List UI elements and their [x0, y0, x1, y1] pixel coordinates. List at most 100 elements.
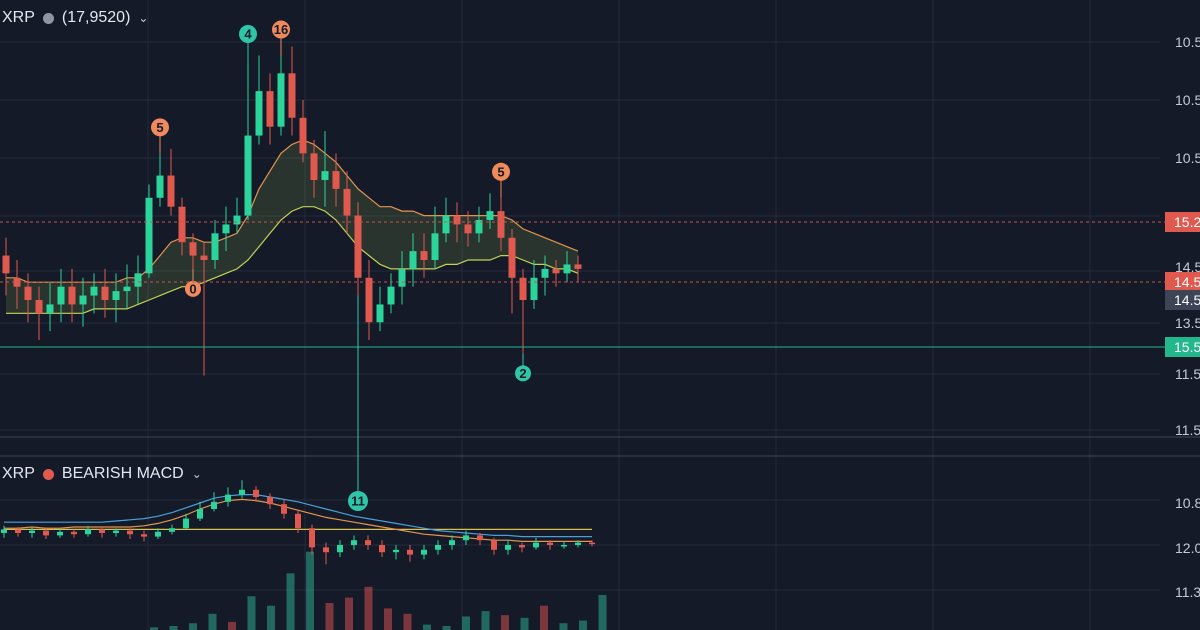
candle-body	[475, 220, 483, 234]
volume-bar	[208, 613, 217, 630]
macd-candle-body	[533, 542, 539, 548]
candle-body	[398, 268, 406, 287]
price-tag: 14.5	[1165, 290, 1200, 310]
candle-body	[46, 304, 54, 314]
price-tag: 15.5	[1165, 337, 1200, 357]
signal-marker-circle	[272, 20, 290, 39]
chevron-down-icon[interactable]: ⌄	[191, 467, 202, 481]
macd-header[interactable]: XRP BEARISH MACD ⌄	[2, 465, 202, 483]
macd-candle-body	[253, 489, 259, 497]
main-symbol-header[interactable]: XRP (17,9520) ⌄	[2, 9, 148, 27]
candle-body	[464, 224, 472, 234]
candle-body	[332, 171, 340, 189]
signal-marker: 2	[515, 365, 531, 382]
candle-body	[244, 135, 252, 216]
volume-bar	[540, 605, 548, 630]
candle-body	[354, 215, 362, 278]
candle-body	[123, 286, 131, 292]
price-axis: 10.510.510.514.514.513.511.511.5	[1175, 34, 1200, 438]
candle-body	[277, 73, 285, 127]
candle-body	[233, 215, 241, 225]
price-tag: 14.5	[1165, 272, 1200, 292]
price-axis-label: 11.5	[1175, 422, 1200, 438]
macd-axis-label: 10.8	[1175, 495, 1200, 511]
candle-body	[112, 291, 120, 300]
candle-body	[2, 255, 10, 274]
macd-candle-body	[155, 531, 161, 537]
macd-symbol-label: XRP	[2, 465, 35, 482]
price-tag-background	[1165, 290, 1200, 310]
macd-candle-body	[295, 513, 301, 529]
candle-body	[519, 277, 527, 300]
volume-bar	[325, 603, 334, 630]
signal-marker-label: 0	[189, 281, 196, 296]
volume-bar	[306, 551, 314, 630]
macd-candle-body	[379, 545, 385, 553]
macd-candle-body	[99, 529, 105, 533]
signal-marker-circle	[515, 365, 531, 382]
macd-candle-body	[127, 530, 133, 535]
macd-candle-body	[225, 494, 231, 502]
volume-bar	[501, 615, 509, 630]
price-tag-background	[1165, 337, 1200, 357]
symbol-value: (17,9520)	[61, 9, 131, 26]
chevron-down-icon[interactable]: ⌄	[138, 11, 149, 25]
volume-bar	[384, 608, 392, 630]
signal-marker-label: 4	[244, 27, 252, 42]
candle-body	[453, 215, 461, 225]
signal-marker-label: 5	[497, 164, 504, 179]
price-tag-background	[1165, 272, 1200, 292]
price-axis-label: 13.5	[1175, 315, 1200, 331]
price-tag-label: 15.5	[1174, 339, 1200, 355]
macd-candle-body	[561, 545, 567, 547]
price-axis-label: 10.5	[1175, 34, 1200, 50]
signal-marker-label: 16	[274, 22, 288, 37]
candle-body	[541, 268, 549, 278]
candle-body	[266, 91, 274, 127]
price-tags: 15.214.514.515.5	[1165, 212, 1200, 357]
signal-marker: 5	[492, 162, 510, 181]
macd-candle-body	[575, 542, 581, 545]
signal-marker-label: 11	[351, 494, 365, 509]
signal-marker: 11	[348, 491, 368, 511]
candle-body	[387, 286, 395, 305]
candle-body	[497, 211, 505, 238]
macd-candle-body	[491, 540, 497, 550]
volume-bar	[150, 627, 158, 630]
candle-body	[167, 175, 175, 207]
macd-candle-body	[477, 535, 483, 541]
status-dot	[42, 468, 54, 480]
macd-candle-body	[337, 545, 343, 553]
volume-bar	[442, 625, 451, 630]
candle-body	[310, 153, 318, 180]
signal-marker-label: 2	[519, 366, 526, 381]
signal-marker: 16	[272, 20, 290, 39]
symbol-label: XRP	[2, 9, 35, 26]
macd-candle-body	[15, 529, 21, 533]
macd-candle-body	[85, 529, 91, 535]
signal-marker-label: 5	[156, 120, 163, 135]
volume-bar	[423, 624, 431, 630]
macd-candle-body	[57, 531, 63, 536]
candle-body	[24, 286, 32, 300]
candle-body	[189, 242, 197, 256]
price-tag-label: 14.5	[1174, 274, 1200, 290]
macd-axis-label: 12.0	[1175, 540, 1200, 556]
volume-bar	[228, 621, 236, 630]
macd-candle-body	[43, 530, 49, 536]
candle-body	[68, 286, 76, 305]
candle-body	[431, 233, 439, 260]
volume-bar	[189, 623, 197, 630]
candle-body	[552, 268, 560, 274]
volume-bar	[462, 616, 470, 630]
candle-body	[35, 300, 43, 314]
signal-marker-circle	[151, 118, 169, 137]
volume-bar	[364, 586, 373, 630]
macd-line	[4, 494, 592, 538]
macd-candle-body	[351, 540, 357, 545]
candle-body	[563, 264, 571, 274]
macd-candle-body	[141, 534, 147, 537]
candle-body	[288, 73, 296, 118]
macd-candle-body	[449, 540, 455, 545]
